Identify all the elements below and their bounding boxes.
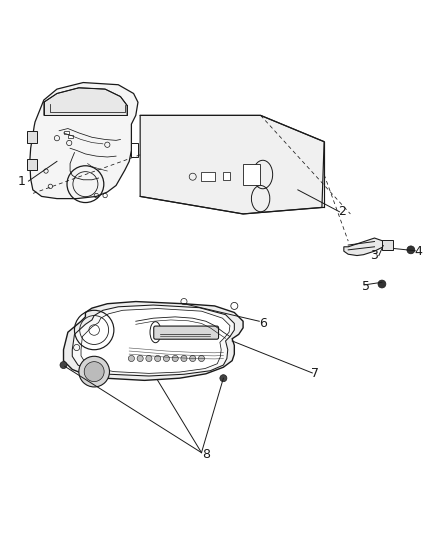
Circle shape bbox=[220, 375, 227, 382]
Circle shape bbox=[146, 356, 152, 361]
Circle shape bbox=[407, 246, 415, 254]
FancyBboxPatch shape bbox=[27, 159, 37, 170]
Circle shape bbox=[198, 356, 205, 361]
Polygon shape bbox=[140, 115, 324, 214]
Circle shape bbox=[137, 356, 143, 361]
FancyBboxPatch shape bbox=[131, 143, 138, 157]
Circle shape bbox=[155, 356, 161, 361]
FancyBboxPatch shape bbox=[64, 131, 69, 134]
Text: 7: 7 bbox=[311, 367, 319, 381]
Text: 6: 6 bbox=[259, 317, 267, 330]
Polygon shape bbox=[201, 172, 215, 181]
Polygon shape bbox=[81, 309, 230, 374]
Text: 4: 4 bbox=[414, 245, 422, 257]
Circle shape bbox=[79, 356, 110, 387]
FancyBboxPatch shape bbox=[154, 326, 219, 339]
Circle shape bbox=[128, 356, 134, 361]
Circle shape bbox=[60, 361, 67, 368]
Circle shape bbox=[181, 356, 187, 361]
Polygon shape bbox=[72, 305, 234, 376]
FancyBboxPatch shape bbox=[68, 135, 73, 138]
Text: 2: 2 bbox=[338, 205, 346, 218]
Text: 5: 5 bbox=[362, 280, 370, 293]
Text: 1: 1 bbox=[18, 175, 26, 188]
FancyBboxPatch shape bbox=[382, 240, 393, 250]
FancyBboxPatch shape bbox=[27, 131, 37, 143]
Text: 3: 3 bbox=[371, 249, 378, 262]
Circle shape bbox=[190, 356, 196, 361]
Circle shape bbox=[84, 362, 104, 382]
Polygon shape bbox=[64, 302, 243, 381]
FancyBboxPatch shape bbox=[243, 164, 260, 185]
Polygon shape bbox=[344, 238, 383, 255]
Polygon shape bbox=[44, 88, 127, 115]
Circle shape bbox=[378, 280, 386, 288]
Polygon shape bbox=[223, 172, 230, 180]
Text: 8: 8 bbox=[202, 448, 210, 462]
Circle shape bbox=[172, 356, 178, 361]
Polygon shape bbox=[30, 83, 138, 199]
Circle shape bbox=[163, 356, 170, 361]
